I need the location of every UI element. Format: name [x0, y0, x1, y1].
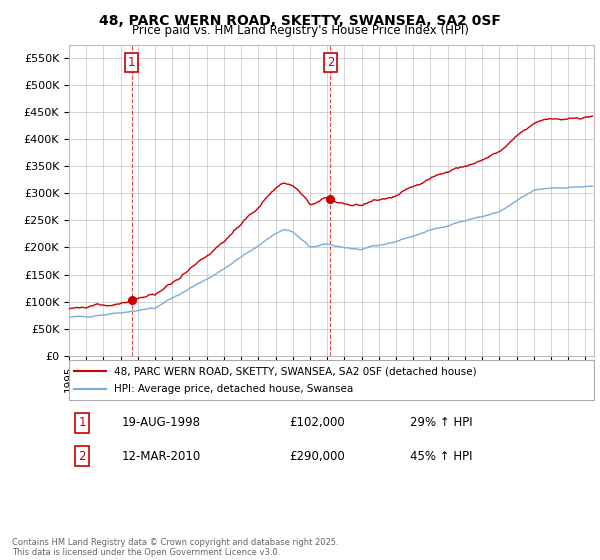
Text: HPI: Average price, detached house, Swansea: HPI: Average price, detached house, Swan…: [113, 384, 353, 394]
Text: £290,000: £290,000: [290, 450, 345, 463]
Text: 2: 2: [327, 56, 334, 69]
Text: 48, PARC WERN ROAD, SKETTY, SWANSEA, SA2 0SF: 48, PARC WERN ROAD, SKETTY, SWANSEA, SA2…: [99, 14, 501, 28]
Text: 29% ↑ HPI: 29% ↑ HPI: [410, 416, 473, 430]
Text: £102,000: £102,000: [290, 416, 345, 430]
Text: 12-MAR-2010: 12-MAR-2010: [121, 450, 201, 463]
Text: 1: 1: [128, 56, 136, 69]
Text: 19-AUG-1998: 19-AUG-1998: [121, 416, 200, 430]
Text: Contains HM Land Registry data © Crown copyright and database right 2025.
This d: Contains HM Land Registry data © Crown c…: [12, 538, 338, 557]
Text: Price paid vs. HM Land Registry's House Price Index (HPI): Price paid vs. HM Land Registry's House …: [131, 24, 469, 37]
Text: 2: 2: [79, 450, 86, 463]
Text: 45% ↑ HPI: 45% ↑ HPI: [410, 450, 473, 463]
Text: 1: 1: [79, 416, 86, 430]
Text: 48, PARC WERN ROAD, SKETTY, SWANSEA, SA2 0SF (detached house): 48, PARC WERN ROAD, SKETTY, SWANSEA, SA2…: [113, 366, 476, 376]
